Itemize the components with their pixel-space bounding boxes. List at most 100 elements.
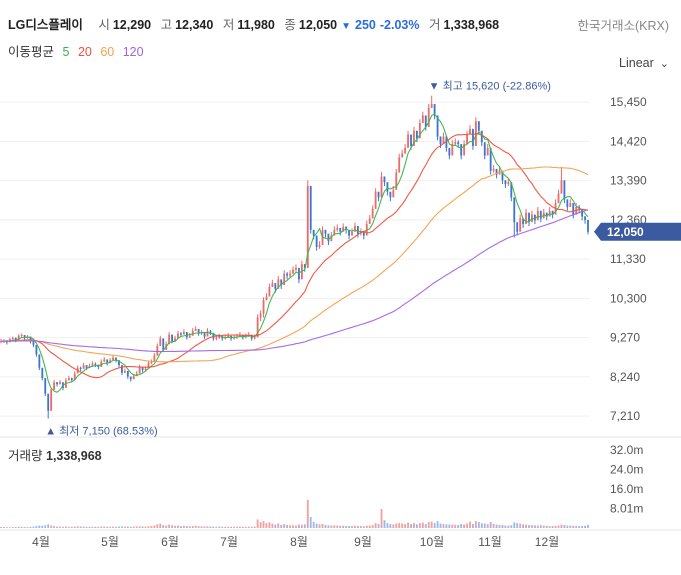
volume-bar bbox=[233, 526, 235, 528]
volume-bar bbox=[522, 524, 525, 528]
volume-bar bbox=[539, 525, 542, 528]
volume-bar bbox=[180, 526, 182, 528]
candle-body bbox=[342, 226, 345, 232]
exchange-name: 한국거래소(KRX) bbox=[577, 19, 669, 33]
volume-bar bbox=[463, 524, 466, 528]
month-tick-label: 9월 bbox=[354, 535, 372, 549]
volume-bar bbox=[82, 526, 85, 528]
candle-body bbox=[197, 328, 200, 334]
volume-bar bbox=[392, 524, 395, 528]
volume-bar bbox=[365, 525, 368, 528]
candle-body bbox=[324, 229, 327, 234]
volume-bar bbox=[41, 525, 44, 528]
volume-panel-label: 거래량 1,338,968 bbox=[8, 445, 102, 464]
volume-bar bbox=[135, 526, 138, 528]
candle-body bbox=[209, 330, 212, 333]
candle-body bbox=[20, 335, 23, 337]
volume-bar bbox=[203, 526, 206, 528]
volume-bar bbox=[351, 526, 353, 528]
volume-bar bbox=[581, 526, 584, 528]
volume-bar bbox=[168, 524, 171, 528]
ma-120-label[interactable]: 120 bbox=[122, 45, 144, 59]
candle-body bbox=[421, 115, 424, 124]
candle-body bbox=[138, 367, 141, 374]
volume-bar bbox=[492, 523, 495, 528]
candle-body bbox=[442, 136, 445, 145]
candle-body bbox=[489, 147, 492, 171]
candle-body bbox=[283, 273, 286, 286]
high-value: 12,340 bbox=[175, 18, 214, 32]
candle-body bbox=[115, 357, 117, 361]
candle-body bbox=[354, 226, 356, 232]
volume-bar bbox=[401, 523, 404, 528]
volume-bar bbox=[436, 521, 439, 528]
volume-bar bbox=[138, 526, 141, 528]
volume-bar bbox=[295, 525, 297, 528]
moving-average-legend: 이동평균 5 20 60 120 bbox=[8, 41, 149, 60]
ma-20-label[interactable]: 20 bbox=[77, 45, 92, 59]
candle-body bbox=[212, 332, 215, 339]
candle-body bbox=[528, 212, 530, 223]
volume-bar bbox=[578, 526, 581, 528]
volume-bar bbox=[171, 525, 173, 528]
candle-body bbox=[150, 361, 153, 364]
volume-bar bbox=[73, 526, 76, 528]
candle-body bbox=[309, 185, 312, 230]
candle-body bbox=[11, 338, 14, 340]
volume-bar bbox=[380, 508, 383, 528]
volume-bar bbox=[64, 526, 67, 528]
min-annotation: ▲ 최저 7,150 (68.53%) bbox=[45, 424, 157, 437]
volume-bar bbox=[498, 524, 501, 528]
triangle-down-icon: ▼ bbox=[341, 21, 352, 32]
volume-bar bbox=[62, 526, 64, 528]
candle-body bbox=[545, 212, 548, 217]
candle-body bbox=[495, 168, 498, 175]
candle-body bbox=[153, 355, 156, 362]
volume-bar bbox=[460, 524, 463, 528]
volume-bar bbox=[569, 525, 572, 528]
candle-body bbox=[188, 335, 191, 338]
candle-body bbox=[265, 296, 268, 301]
candle-body bbox=[274, 283, 277, 289]
candle-body bbox=[185, 331, 188, 338]
volume-bar bbox=[327, 525, 330, 528]
volume-bar bbox=[489, 522, 492, 528]
month-tick-label: 4월 bbox=[32, 535, 50, 549]
volume-bar bbox=[303, 524, 306, 528]
volume-value: 1,338,968 bbox=[443, 18, 500, 32]
volume-bar bbox=[416, 524, 418, 528]
ma-5-label[interactable]: 5 bbox=[62, 45, 70, 59]
current-price-tag bbox=[594, 222, 681, 241]
candle-body bbox=[35, 344, 38, 355]
scale-dropdown[interactable]: Linear ⌄ bbox=[619, 56, 669, 70]
volume-bar bbox=[11, 527, 14, 528]
volume-bar bbox=[289, 525, 291, 528]
ma-120-line bbox=[1, 209, 589, 353]
volume-bar bbox=[407, 522, 409, 528]
candle-body bbox=[0, 341, 2, 343]
volume-bar bbox=[274, 524, 277, 528]
candle-body bbox=[460, 144, 463, 156]
volume-bar bbox=[109, 526, 112, 528]
volume-bar bbox=[457, 525, 460, 528]
candle-body bbox=[44, 378, 47, 394]
candle-body bbox=[510, 182, 513, 198]
stock-name: LG디스플레이 bbox=[8, 18, 83, 32]
candle-body bbox=[398, 157, 401, 173]
candle-body bbox=[348, 229, 350, 236]
volume-bar bbox=[132, 526, 135, 528]
candle-body bbox=[280, 279, 283, 286]
volume-bar bbox=[330, 525, 333, 528]
candle-body bbox=[507, 182, 510, 185]
candle-body bbox=[177, 333, 179, 339]
volume-bar bbox=[262, 521, 265, 528]
volume-bar bbox=[339, 525, 342, 528]
candle-body bbox=[174, 338, 176, 342]
volume-bar bbox=[510, 525, 513, 528]
ma-60-label[interactable]: 60 bbox=[100, 45, 115, 59]
candle-body bbox=[218, 336, 221, 339]
candle-body bbox=[339, 227, 342, 232]
volume-bar bbox=[153, 525, 156, 528]
volume-tick-label: 32.0m bbox=[610, 443, 643, 457]
